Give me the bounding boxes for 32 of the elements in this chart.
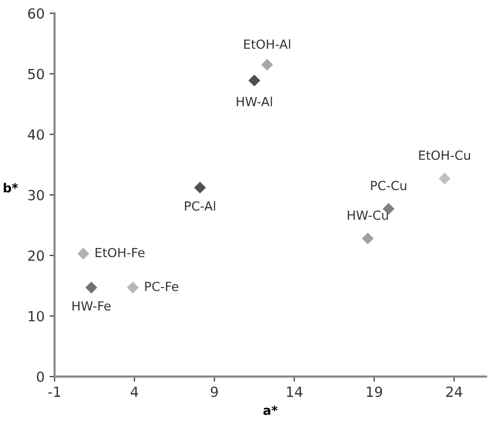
point [362,232,374,244]
point [248,74,260,86]
x-tick-label: 9 [210,386,218,398]
annotation: HW-Al [236,96,272,106]
annotation: PC-Al [184,201,216,211]
annotation: HW-Fe [72,301,111,311]
y-tick-label: 30 [28,190,44,200]
x-axis-title: a* [263,405,278,415]
y-tick-label: 0 [36,372,44,382]
point [86,282,97,294]
point [194,182,206,194]
point [78,248,89,260]
annotation: HW-Cu [348,210,388,220]
y-tick-label: 40 [28,129,44,140]
point [438,172,450,184]
annotation: PC-Fe [145,282,178,292]
point [262,59,273,70]
annotation: EtOH-Fe [96,248,145,258]
x-tick-label: 14 [286,386,302,397]
x-tick-label: -1 [48,386,60,397]
x-tick-label: 19 [366,386,382,398]
y-tick-label: 50 [28,68,44,80]
x-tick-label: 4 [130,386,138,397]
annotation: PC-Cu [371,180,406,190]
annotation: EtOH-Al [244,39,290,49]
y-axis-title: b* [4,182,18,192]
y-tick-label: 60 [28,8,44,19]
y-tick-label: 20 [28,250,44,261]
y-tick-label: 10 [28,310,44,322]
annotation: EtOH-Cu [419,150,470,160]
x-tick-label: 24 [446,386,462,397]
point [127,282,138,294]
